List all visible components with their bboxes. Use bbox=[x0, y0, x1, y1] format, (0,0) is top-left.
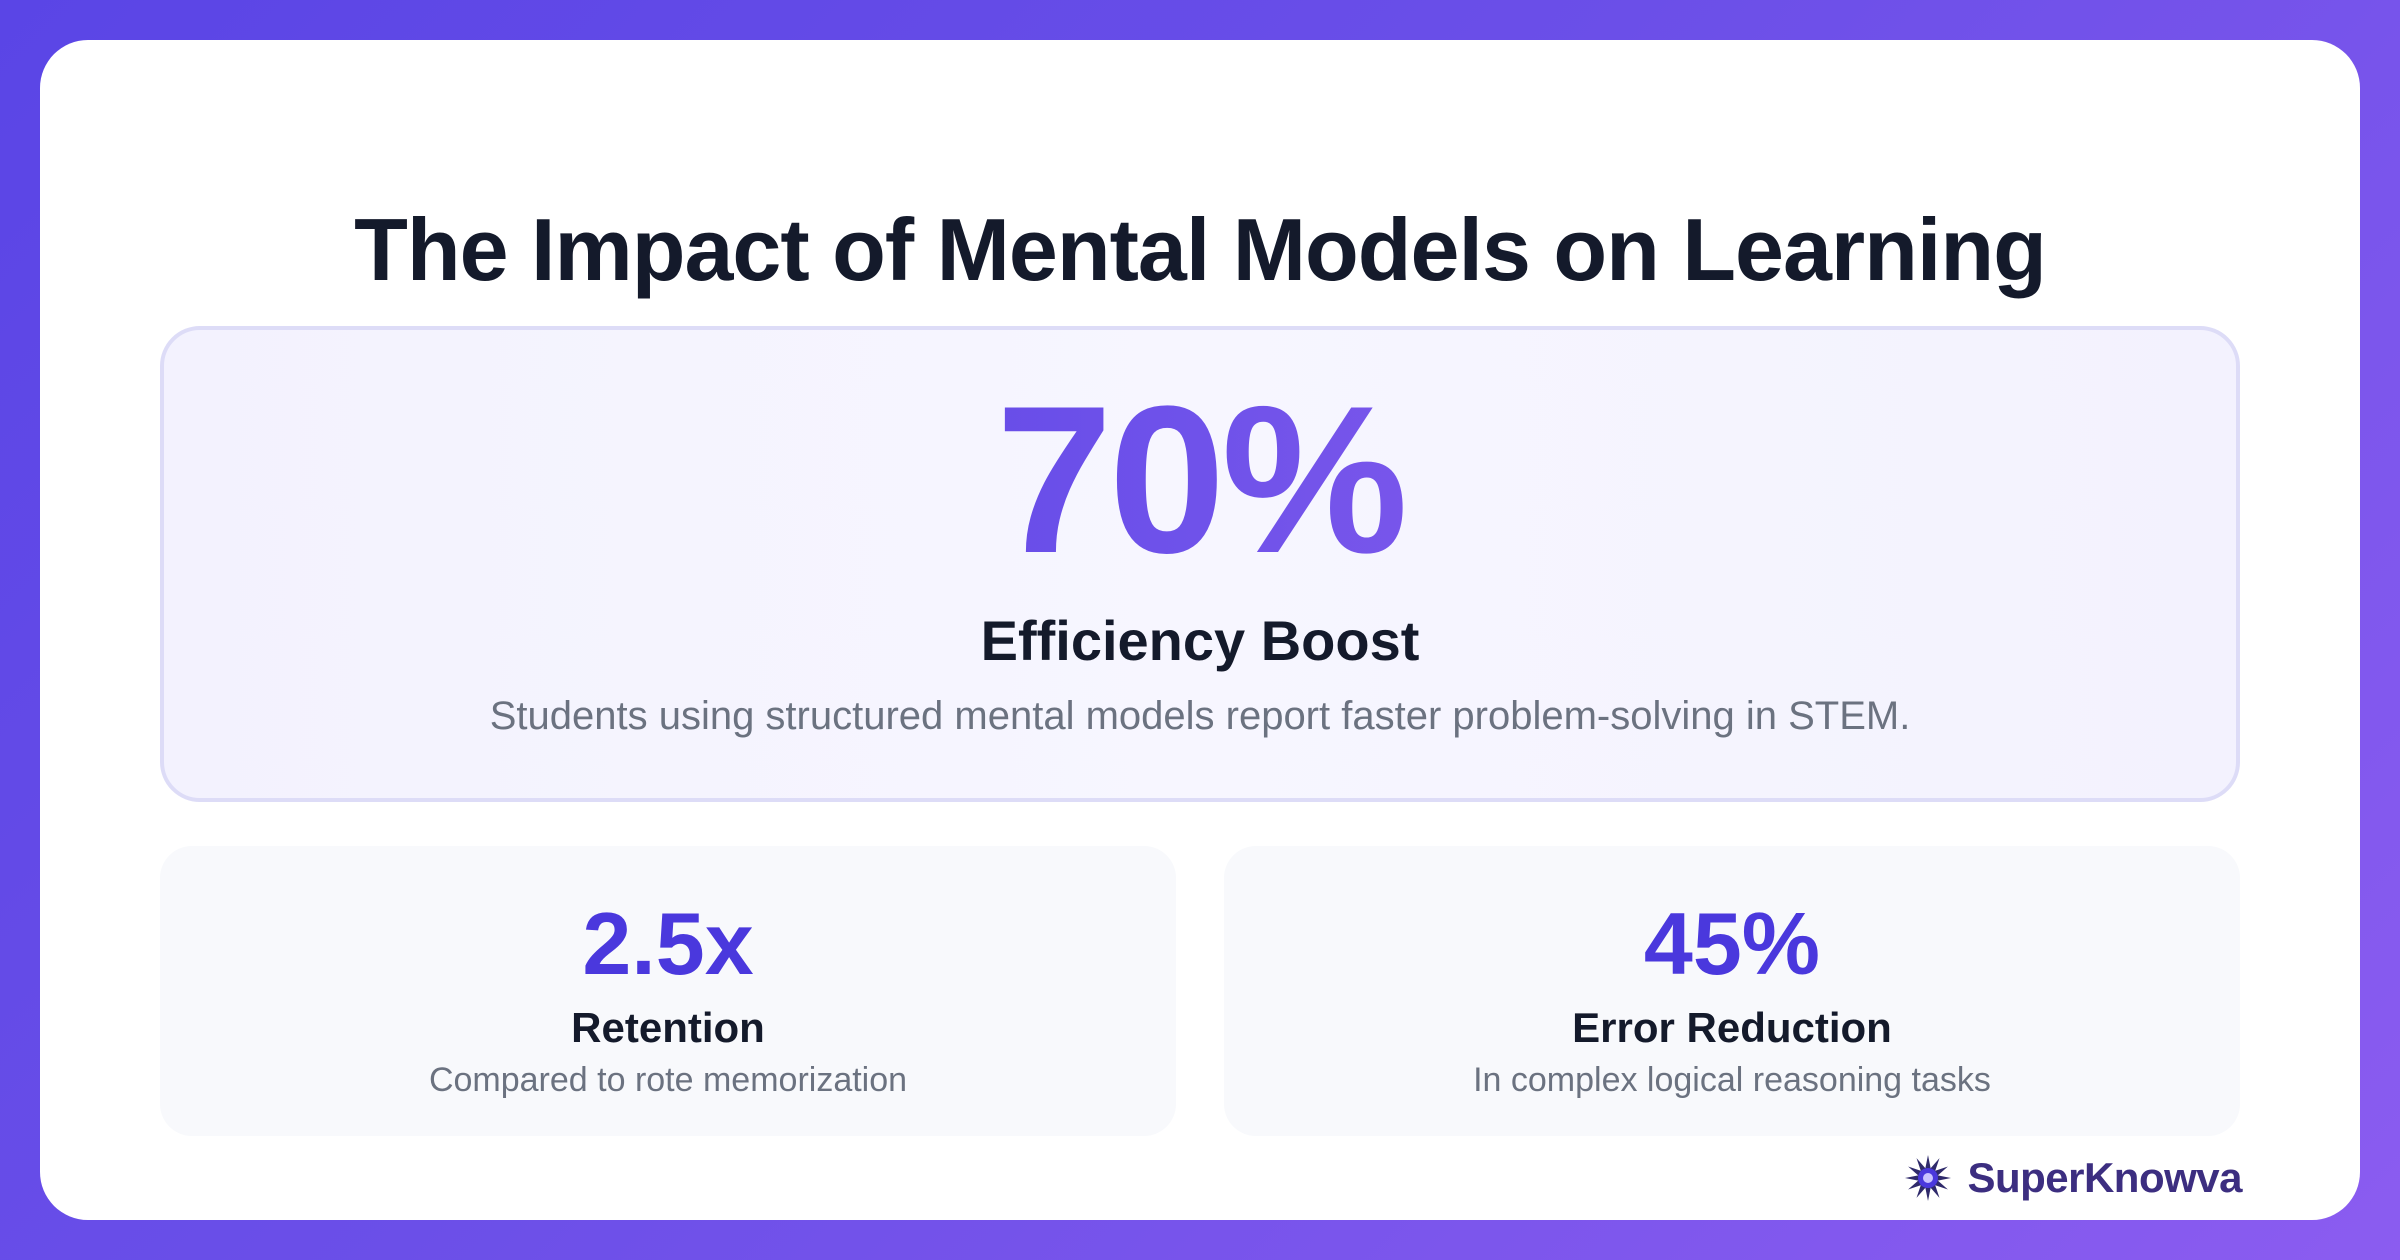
stat-card-retention: 2.5x Retention Compared to rote memoriza… bbox=[160, 846, 1176, 1136]
stat-description: Compared to rote memorization bbox=[428, 1061, 908, 1099]
stat-card-error-reduction: 45% Error Reduction In complex logical r… bbox=[1224, 846, 2240, 1136]
hero-stat-description: Students using structured mental models … bbox=[489, 694, 1911, 738]
starburst-logo-icon bbox=[1905, 1155, 1952, 1201]
brand-logo: SuperKnowva bbox=[1903, 1148, 2242, 1208]
stat-description: In complex logical reasoning tasks bbox=[1473, 1061, 1991, 1099]
infographic-card: The Impact of Mental Models on Learning … bbox=[40, 40, 2360, 1220]
brand-name: SuperKnowva bbox=[1967, 1154, 2242, 1201]
stat-label: Retention bbox=[571, 1004, 765, 1051]
stat-value: 45% bbox=[1643, 894, 1821, 993]
stat-value: 2.5x bbox=[582, 894, 754, 993]
page-title: The Impact of Mental Models on Learning bbox=[354, 200, 2047, 299]
hero-stat-panel: 70% Efficiency Boost Students using stru… bbox=[160, 326, 2240, 802]
stat-label: Error Reduction bbox=[1572, 1004, 1892, 1051]
hero-stat-value: 70% bbox=[164, 375, 2236, 585]
hero-stat-label: Efficiency Boost bbox=[980, 609, 1420, 672]
